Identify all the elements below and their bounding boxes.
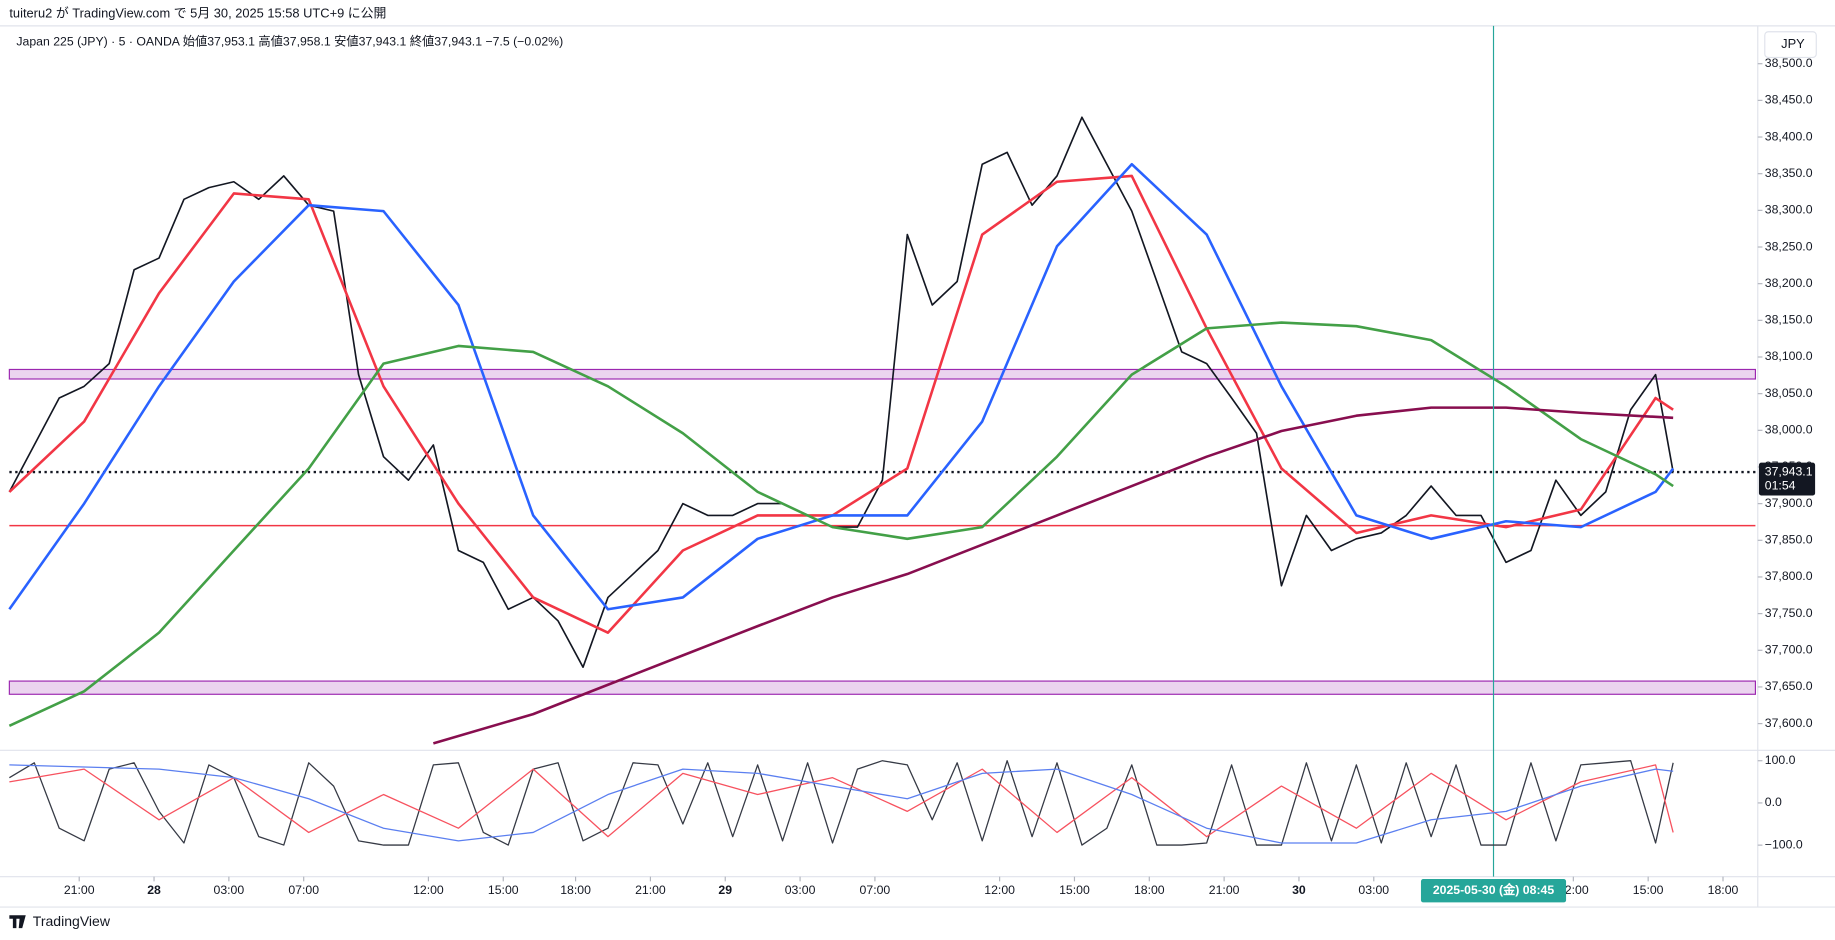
x-tick-label: 03:00 bbox=[214, 883, 245, 897]
x-tick-label: 18:00 bbox=[1708, 883, 1739, 897]
x-tick-label: 30 bbox=[1292, 883, 1306, 897]
series-line bbox=[9, 764, 1674, 838]
y-tick-label: 0.0 bbox=[1765, 795, 1782, 809]
currency-box[interactable] bbox=[1764, 31, 1817, 59]
x-tick-label: 18:00 bbox=[560, 883, 591, 897]
y-tick-label: 38,500.0 bbox=[1765, 56, 1813, 70]
series-line bbox=[8, 321, 1674, 727]
y-tick-label: 38,050.0 bbox=[1765, 386, 1813, 400]
x-tick-label: 21:00 bbox=[635, 883, 666, 897]
x-tick-label: 18:00 bbox=[1134, 883, 1165, 897]
y-tick-label: 37,750.0 bbox=[1765, 606, 1813, 620]
y-tick-label: 38,300.0 bbox=[1765, 203, 1813, 217]
y-tick-label: 38,250.0 bbox=[1765, 239, 1813, 253]
x-tick-label: 12:00 bbox=[984, 883, 1015, 897]
logo bbox=[9, 915, 26, 929]
series-line bbox=[9, 760, 1674, 846]
series-line bbox=[9, 764, 1674, 844]
y-tick-label: 38,000.0 bbox=[1765, 423, 1813, 437]
countdown-label: 01:54 bbox=[1765, 478, 1796, 492]
y-tick-label: −100.0 bbox=[1765, 837, 1803, 851]
zone-band bbox=[8, 680, 1757, 695]
y-tick-label: 100.0 bbox=[1765, 753, 1796, 767]
y-tick-label: 38,450.0 bbox=[1765, 93, 1813, 107]
x-tick-label: 07:00 bbox=[288, 883, 319, 897]
x-tick-label: 21:00 bbox=[1209, 883, 1240, 897]
y-tick-label: 38,150.0 bbox=[1765, 313, 1813, 327]
x-tick-label: 07:00 bbox=[860, 883, 891, 897]
zone-band bbox=[8, 368, 1757, 380]
series-line bbox=[8, 116, 1674, 669]
y-tick-label: 37,850.0 bbox=[1765, 533, 1813, 547]
price-axis: 37,600.0 37,650.0 37,700.0 37,750.0 37,800.0… bbox=[1765, 56, 1813, 851]
x-tick-label: 12:00 bbox=[413, 883, 444, 897]
series-line bbox=[432, 406, 1674, 745]
published-note: tuiteru2 が TradingView.com で 5月 30, 2025… bbox=[9, 6, 386, 21]
x-tick-label: 28 bbox=[147, 883, 161, 897]
x-tick-label: 15:00 bbox=[488, 883, 519, 897]
series-line bbox=[8, 162, 1675, 611]
x-tick-label: 29 bbox=[718, 883, 732, 897]
y-tick-label: 37,650.0 bbox=[1765, 679, 1813, 693]
y-tick-label: 38,400.0 bbox=[1765, 129, 1813, 143]
footer-brand: TradingView bbox=[33, 913, 111, 929]
y-tick-label: 37,600.0 bbox=[1765, 716, 1813, 730]
currency: JPY bbox=[1781, 36, 1805, 51]
x-tick-label: 03:00 bbox=[1358, 883, 1389, 897]
y-tick-label: 38,200.0 bbox=[1765, 276, 1813, 290]
last-price-label: 37,943.1 bbox=[1765, 464, 1813, 478]
y-tick-label: 38,350.0 bbox=[1765, 166, 1813, 180]
y-tick-label: 38,100.0 bbox=[1765, 349, 1813, 363]
x-tick-label: 15:00 bbox=[1059, 883, 1090, 897]
crosshair-label-box bbox=[1420, 879, 1567, 903]
crosshair-label: 2025-05-30 (金) 08:45 bbox=[1433, 882, 1555, 897]
x-tick-label: 03:00 bbox=[785, 883, 816, 897]
y-tick-label: 37,700.0 bbox=[1765, 643, 1813, 657]
last-price-box bbox=[1758, 462, 1816, 496]
x-tick-label: 21:00 bbox=[64, 883, 95, 897]
x-tick-label: 15:00 bbox=[1633, 883, 1664, 897]
symbol-legend: Japan 225 (JPY) · 5 · OANDA 始値37,953.1 高… bbox=[16, 34, 563, 49]
y-tick-label: 37,900.0 bbox=[1765, 496, 1813, 510]
series-line bbox=[8, 174, 1674, 634]
y-tick-label: 37,800.0 bbox=[1765, 569, 1813, 583]
